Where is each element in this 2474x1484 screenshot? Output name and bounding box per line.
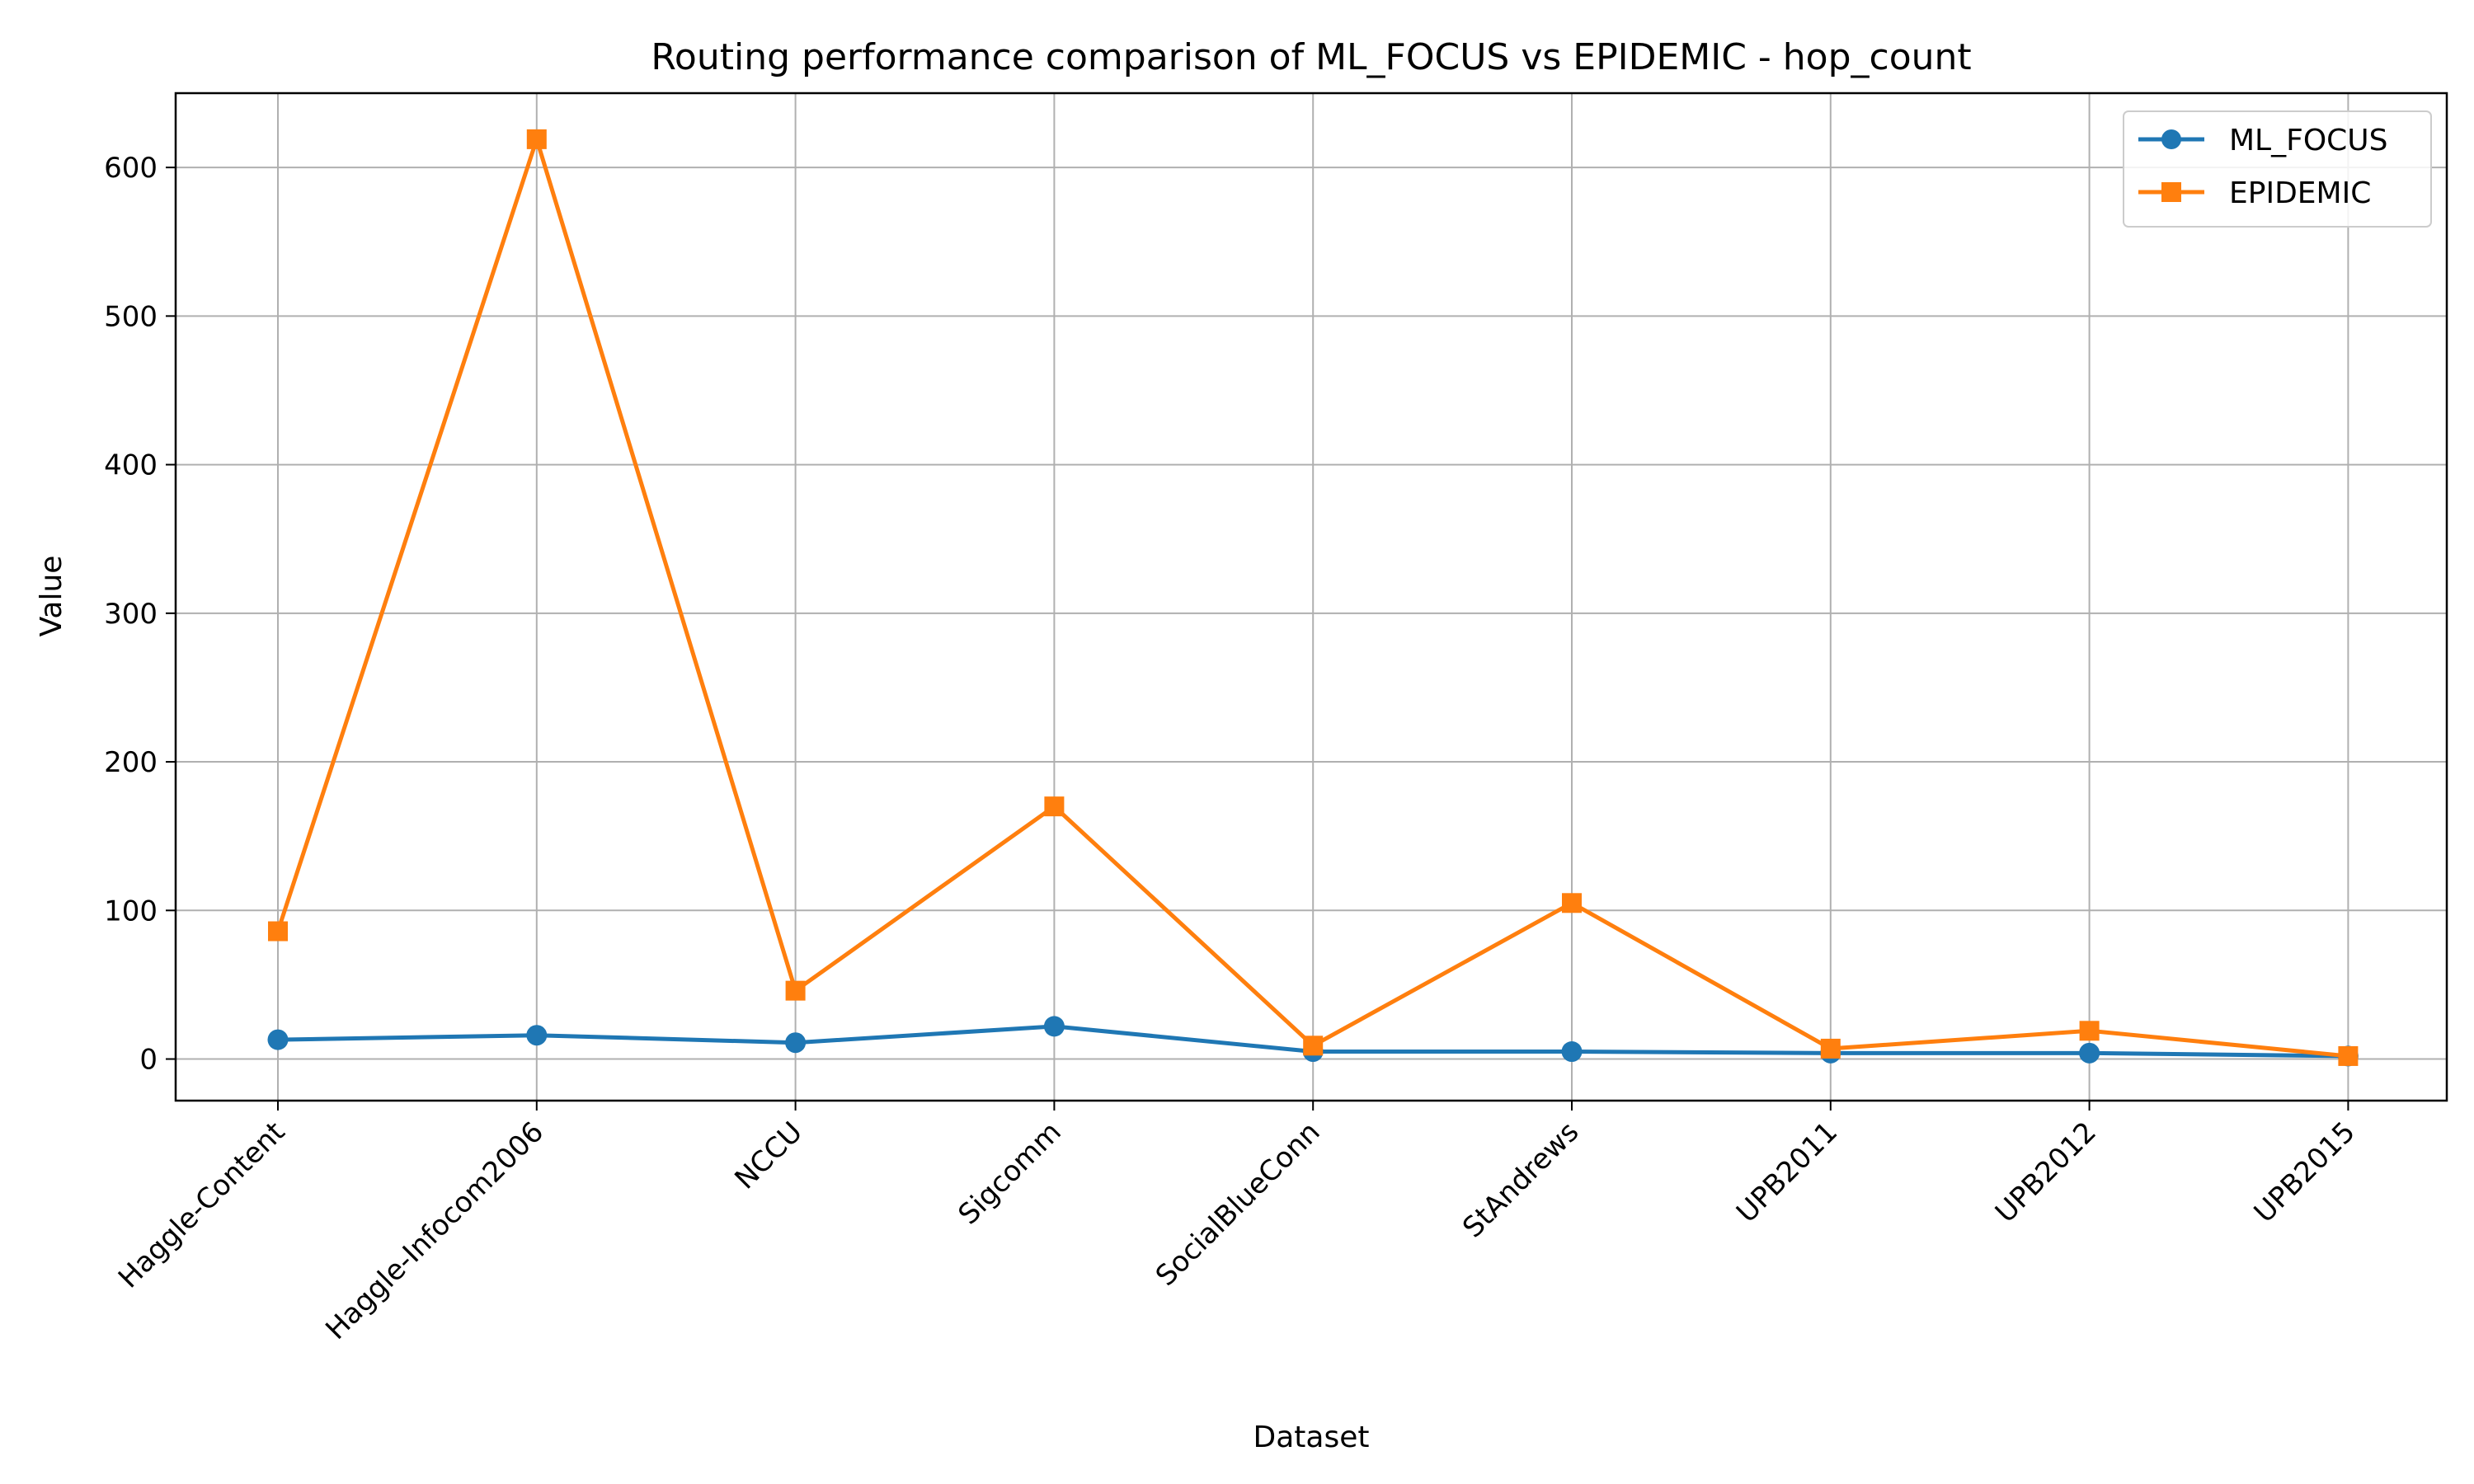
data-point [1820,1038,1841,1059]
plot-frame [174,92,2448,1102]
y-axis-ticks: 0 100 200 300 400 500 600 [104,152,176,1077]
data-point [268,921,288,942]
data-point [1562,893,1582,913]
data-point [2161,182,2181,202]
data-point [526,129,547,149]
y-tick-label: 0 [139,1044,158,1077]
data-point [267,1029,289,1050]
data-point [785,980,806,1001]
y-tick-label: 400 [104,449,158,482]
y-tick-label: 200 [104,746,158,779]
data-point [2079,1021,2100,1041]
data-point [2338,1045,2359,1066]
data-point [2079,1042,2100,1064]
legend-item: ML_FOCUS [2138,124,2388,157]
y-tick-label: 600 [104,152,158,185]
data-point [526,1025,548,1046]
y-tick-label: 500 [104,300,158,333]
series-epidemic [268,129,2359,1066]
chart-title: Routing performance comparison of ML_FOC… [651,36,1971,78]
data-point [2161,129,2181,149]
data-point [1561,1041,1583,1063]
legend-item: EPIDEMIC [2138,176,2371,210]
y-axis-label: Value [35,556,68,637]
data-point [1044,796,1065,817]
legend: ML_FOCUS EPIDEMIC [2123,110,2432,228]
data-point [1043,1016,1065,1037]
y-tick-label: 300 [104,598,158,631]
data-point [785,1032,807,1054]
grid-lines [176,93,2447,1101]
legend-label: ML_FOCUS [2229,124,2388,157]
series-layer [267,129,2359,1067]
data-point [1303,1036,1324,1056]
legend-label: EPIDEMIC [2229,176,2371,210]
x-axis-label: Dataset [1253,1421,1370,1454]
y-tick-label: 100 [104,895,158,928]
